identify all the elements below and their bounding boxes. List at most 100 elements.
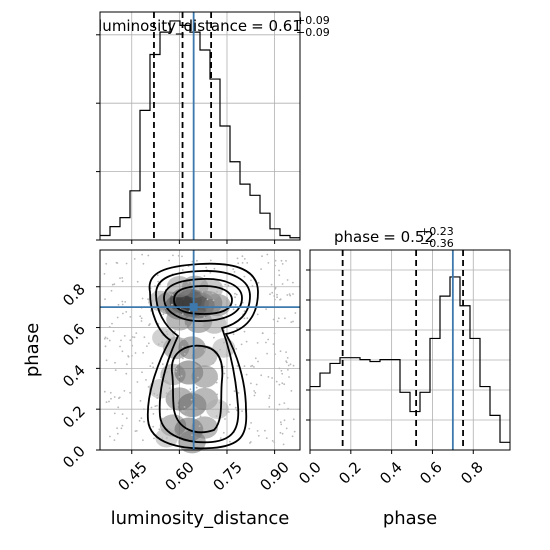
sample-point — [191, 434, 193, 436]
sample-point — [246, 317, 249, 320]
sample-point — [283, 419, 286, 422]
contour-2 — [155, 270, 251, 444]
sample-point — [169, 416, 172, 419]
sample-point — [125, 311, 128, 313]
sample-point — [272, 318, 275, 321]
sample-point — [250, 382, 252, 385]
sample-point — [222, 431, 225, 434]
sample-point — [106, 337, 109, 340]
sample-point — [255, 383, 258, 386]
sample-point — [276, 293, 278, 296]
sample-point — [176, 346, 179, 349]
sample-point — [182, 338, 185, 340]
sample-point — [265, 437, 268, 439]
sample-point — [109, 391, 112, 394]
sample-point — [219, 285, 222, 287]
sample-point — [161, 363, 164, 366]
sample-point — [232, 268, 235, 270]
sample-point — [165, 392, 168, 395]
sample-point — [254, 357, 257, 360]
sample-point — [251, 285, 254, 287]
sample-point — [143, 420, 145, 423]
sample-point — [292, 281, 294, 284]
sample-point — [277, 317, 280, 320]
sample-point — [149, 323, 151, 325]
sample-point — [254, 391, 257, 394]
ld-marginal-title: luminosity_distance = 0.61 — [98, 17, 302, 36]
sample-point — [279, 421, 282, 424]
sample-point — [267, 376, 270, 378]
contour-inner — [173, 285, 233, 315]
sample-point — [183, 410, 185, 413]
sample-point — [211, 292, 214, 294]
sample-point — [289, 294, 292, 297]
sample-point — [113, 283, 116, 286]
sample-point — [143, 336, 146, 339]
sample-point — [267, 338, 270, 341]
sample-point — [213, 336, 215, 339]
sample-point — [245, 340, 248, 343]
sample-point — [243, 258, 246, 260]
sample-point — [147, 254, 150, 257]
ld-title-upper: +0.09 — [296, 14, 330, 27]
sample-point — [109, 435, 111, 438]
sample-point — [260, 374, 263, 377]
phase-x-tick-labels: 0.0 0.2 0.4 0.6 0.8 — [295, 458, 487, 488]
sample-point — [140, 317, 143, 320]
ld-marginal-quantile-lines — [153, 12, 213, 240]
sample-point — [195, 386, 198, 389]
sample-point — [104, 345, 107, 348]
sample-point — [125, 372, 128, 375]
sample-point — [237, 262, 240, 265]
sample-point — [154, 285, 157, 287]
sample-point — [273, 332, 276, 335]
sample-point — [183, 353, 186, 355]
sample-point — [189, 388, 192, 391]
sample-point — [198, 425, 201, 427]
sample-point — [257, 434, 260, 437]
sample-point — [110, 397, 112, 400]
sample-point — [140, 417, 143, 420]
sample-point — [226, 296, 228, 299]
sample-point — [285, 260, 287, 262]
sample-point — [179, 325, 181, 328]
sample-point — [268, 397, 270, 399]
sample-point — [280, 369, 283, 372]
sample-point — [278, 383, 281, 386]
sample-point — [119, 345, 121, 348]
sample-point — [153, 437, 155, 440]
sample-point — [168, 387, 171, 390]
sample-point — [161, 309, 164, 312]
sample-point — [199, 415, 202, 418]
sample-point — [243, 330, 246, 333]
sample-point — [260, 268, 262, 270]
x-tick-label: 0.90 — [256, 458, 292, 494]
sample-point — [201, 323, 204, 325]
sample-point — [227, 284, 230, 287]
truth-marker — [189, 303, 198, 312]
sample-point — [108, 326, 111, 328]
sample-point — [161, 341, 164, 343]
sample-point — [116, 432, 119, 435]
sample-point — [142, 262, 145, 265]
sample-point — [275, 380, 278, 383]
sample-point — [173, 335, 175, 337]
sample-point — [285, 351, 287, 353]
sample-point — [274, 259, 277, 262]
sample-point — [209, 271, 212, 274]
sample-point — [151, 299, 154, 302]
sample-point — [152, 413, 155, 415]
sample-point — [234, 292, 236, 295]
sample-point — [178, 356, 181, 359]
sample-point — [236, 257, 239, 260]
sample-point — [270, 283, 273, 286]
sample-point — [142, 439, 144, 442]
sample-point — [283, 383, 286, 386]
sample-point — [249, 442, 251, 444]
x-tick-label: 0.45 — [114, 458, 150, 494]
sample-point — [257, 360, 259, 363]
sample-point — [286, 357, 289, 359]
sample-point — [261, 255, 263, 258]
sample-point — [103, 337, 106, 340]
sample-point — [283, 402, 286, 404]
